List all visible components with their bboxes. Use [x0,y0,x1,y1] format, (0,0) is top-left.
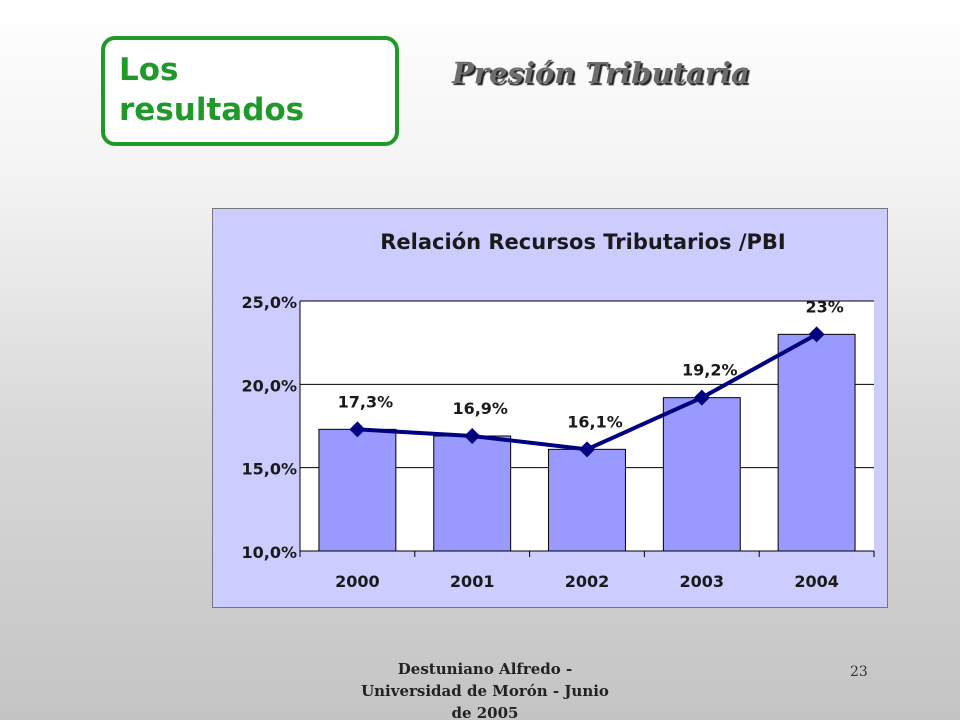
data-label: 19,2% [682,361,738,380]
line-marker [349,421,366,438]
bar-line-chart: Relación Recursos Tributarios /PBI 10,0%… [241,230,875,591]
y-tick-label: 15,0% [241,460,297,479]
bar [548,448,626,552]
line-marker [693,389,710,406]
x-tick-label: 2000 [335,572,380,591]
y-tick-label: 25,0% [241,293,297,312]
page-number: 23 [850,664,868,680]
x-tick-label: 2003 [680,572,725,591]
line-marker [464,428,481,444]
line-marker [808,326,825,343]
plot-area: 10,0% 15,0% 20,0% 25,0% 2000 2001 2002 2003 2004… [241,293,875,591]
x-tick-label: 2001 [450,572,495,591]
slide-title: Presión Tributaria [452,56,750,90]
data-label: 17,3% [338,392,394,411]
section-label-box: Los resultados [101,36,399,146]
data-label: 23% [805,297,843,316]
x-tick-label: 2004 [794,572,839,591]
bar [318,428,397,552]
bar [777,333,856,552]
y-tick-label: 20,0% [241,376,297,395]
data-label: 16,1% [567,412,623,431]
bar [433,435,512,552]
data-label: 16,9% [452,399,508,418]
section-label: Los resultados [119,52,305,128]
line-marker [579,441,595,458]
y-tick-label: 10,0% [241,543,297,562]
chart-panel: Relación Recursos Tributarios /PBI 10,0%… [212,208,888,608]
footer-author: Destuniano Alfredo - Universidad de Moró… [361,660,609,722]
bar [662,397,741,552]
x-tick-label: 2002 [565,572,610,591]
chart-title: Relación Recursos Tributarios /PBI [380,230,785,254]
